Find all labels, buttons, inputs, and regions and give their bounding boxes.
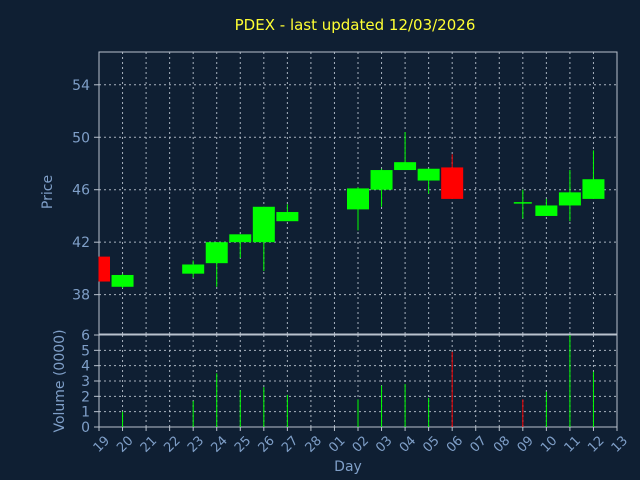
volume-tick-label: 1	[81, 405, 90, 421]
candle-body	[441, 167, 464, 199]
price-tick-label: 42	[72, 235, 90, 251]
volume-tick-label: 0	[81, 420, 90, 436]
volume-tick-label: 6	[81, 328, 90, 344]
candle-body	[229, 234, 252, 243]
candle-body	[417, 168, 440, 181]
candle-body	[111, 274, 134, 287]
price-frame	[98, 51, 618, 335]
x-tick-label: 12	[585, 433, 607, 455]
x-tick-label: 23	[185, 433, 207, 455]
price-panel: 38 42 46 50 54	[72, 51, 618, 335]
x-tick-label: 22	[161, 433, 183, 455]
price-tick-label: 54	[72, 78, 90, 94]
x-tick-label: 20	[114, 433, 136, 455]
candle-body	[276, 212, 299, 222]
candle-body	[99, 256, 110, 282]
price-tick-label: 46	[72, 183, 90, 199]
volume-tick-label: 5	[81, 343, 90, 359]
candle-body	[205, 242, 228, 264]
x-tick-label: 04	[397, 433, 419, 455]
x-tick-label: 11	[562, 433, 584, 455]
chart-title: PDEX - last updated 12/03/2026	[235, 16, 476, 34]
volume-tick-label: 2	[81, 389, 90, 405]
candle-body	[558, 192, 581, 206]
x-tick-label: 08	[491, 433, 513, 455]
x-tick-label: 24	[208, 433, 230, 455]
x-tick-label: 06	[444, 433, 466, 455]
candle-body	[535, 205, 558, 216]
x-tick-label: 01	[326, 433, 348, 455]
price-tick-label: 50	[72, 130, 90, 146]
candle-body	[582, 179, 605, 199]
x-tick-label: 25	[232, 433, 254, 455]
x-axis-label: Day	[334, 459, 362, 475]
candle-body	[347, 188, 369, 210]
volume-tick-label: 3	[81, 374, 90, 390]
x-tick-label: 09	[515, 433, 537, 455]
x-tick-label: 21	[138, 433, 160, 455]
candle-body	[252, 206, 275, 243]
x-tick-label: 13	[609, 433, 631, 455]
x-tick-label: 28	[303, 433, 325, 455]
x-tick-label: 26	[256, 433, 278, 455]
x-tick-label: 27	[279, 433, 301, 455]
candle-body	[182, 264, 205, 274]
x-tick-label: 07	[467, 433, 489, 455]
price-axis-label: Price	[40, 175, 56, 209]
x-tick-label: 02	[350, 433, 372, 455]
x-tick-label: 10	[538, 433, 560, 455]
volume-axis-label: Volume (0000)	[52, 329, 68, 432]
price-tick-label: 38	[72, 288, 90, 304]
candle-body	[394, 162, 417, 171]
volume-tick-label: 4	[81, 359, 90, 375]
x-tick-label: 19	[91, 433, 113, 455]
x-tick-label: 03	[373, 433, 395, 455]
x-tick-label: 05	[420, 433, 442, 455]
candle-body	[370, 170, 393, 190]
